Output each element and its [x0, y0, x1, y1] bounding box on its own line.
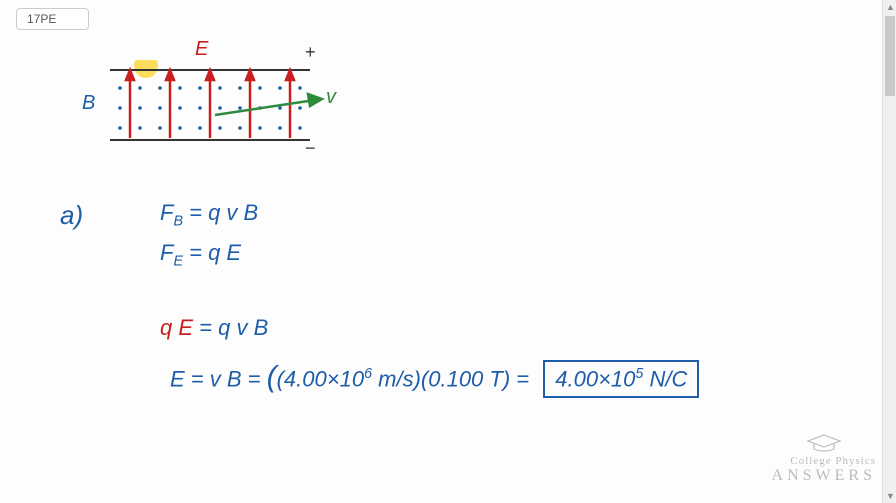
graduation-cap-icon [806, 433, 842, 453]
problem-badge-label: 17PE [27, 12, 56, 26]
scrollbar-thumb[interactable] [885, 16, 895, 96]
diagram-svg [100, 60, 340, 160]
scroll-up-arrow-icon[interactable]: ▲ [886, 2, 895, 12]
eq2-sub: E [173, 253, 183, 269]
v-label: v [326, 86, 336, 109]
e-field-arrows [126, 70, 294, 138]
watermark-top: College Physics [772, 455, 876, 467]
velocity-arrow [215, 94, 322, 115]
eq3-lhs: q E [160, 315, 193, 340]
equation-balance: q E = q v B [160, 315, 268, 341]
b-label: B [82, 92, 95, 115]
minus-sign: − [305, 138, 316, 159]
eq4-ans: 4.00×10 [555, 366, 635, 391]
eq4-sup1: 6 [364, 366, 372, 382]
content-area: B E v + − a) FB = q v B FE = q E q E = q… [0, 50, 870, 490]
eq4-calc: (4.00×10 [277, 366, 364, 391]
eq3-rhs: = q v B [199, 315, 268, 340]
answer-box: 4.00×105 N/C [543, 360, 699, 398]
equation-fb: FB = q v B [160, 200, 258, 229]
eq4-unit: N/C [643, 366, 687, 391]
vertical-scrollbar[interactable]: ▲ ▼ [882, 0, 896, 503]
watermark-logo: College Physics ANSWERS [772, 433, 876, 485]
plus-sign: + [305, 42, 316, 63]
eq1-lhs: F [160, 200, 173, 225]
velocity-selector-diagram: B E v + − [100, 60, 340, 150]
eq1-rhs: = q v B [189, 200, 258, 225]
eq1-sub: B [173, 213, 183, 229]
part-a-label: a) [60, 200, 83, 231]
eq4-mid: m/s)(0.100 T) = [372, 366, 535, 391]
equation-fe: FE = q E [160, 240, 241, 269]
problem-badge: 17PE [16, 8, 89, 30]
eq2-rhs: = q E [189, 240, 241, 265]
equation-solve: E = v B = ((4.00×106 m/s)(0.100 T) = 4.0… [170, 360, 699, 398]
scroll-down-arrow-icon[interactable]: ▼ [886, 491, 895, 501]
watermark-bottom: ANSWERS [772, 467, 876, 485]
eq2-lhs: F [160, 240, 173, 265]
eq4-prefix: E = v B = [170, 366, 267, 391]
e-label: E [195, 38, 208, 61]
